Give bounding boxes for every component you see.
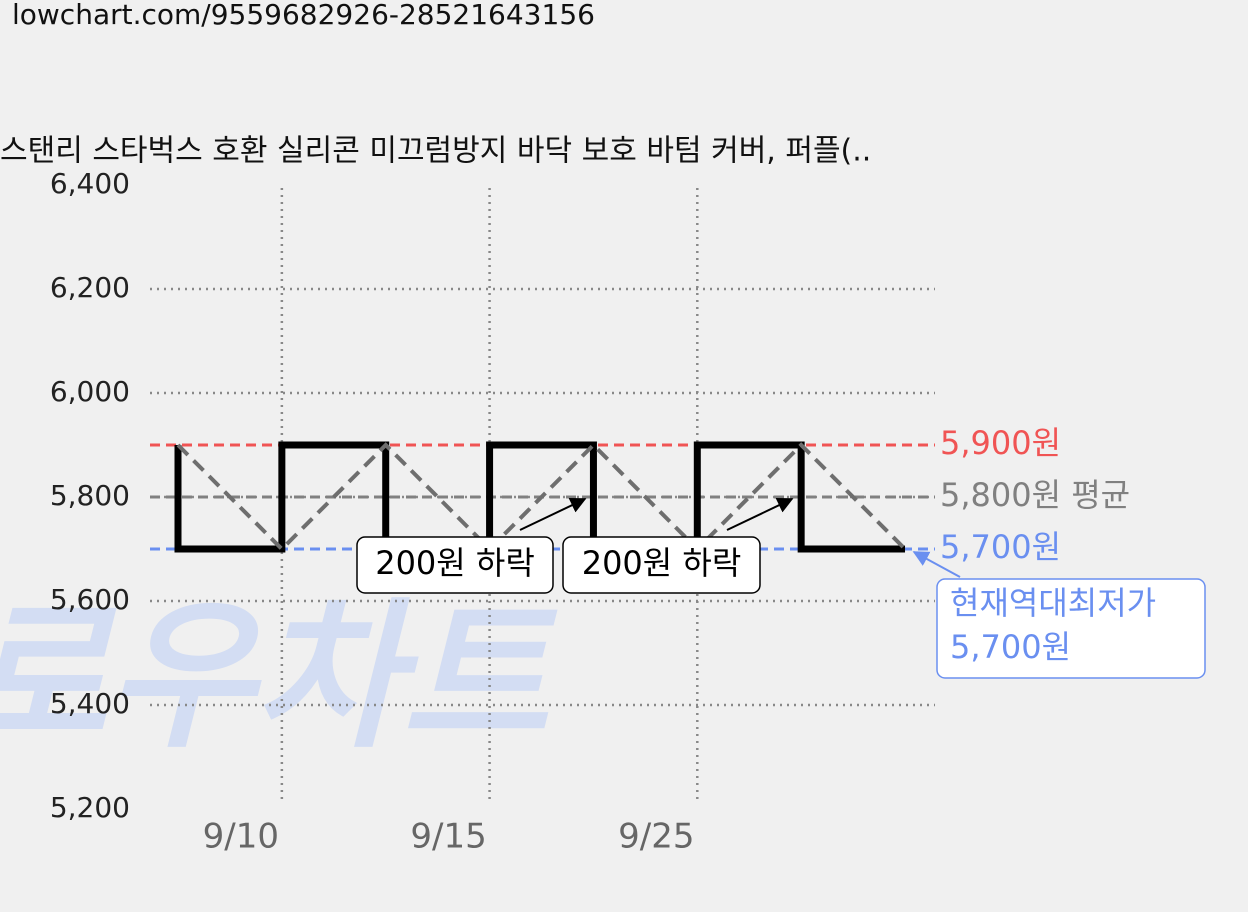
annotation-box — [562, 536, 761, 594]
x-tick-label: 9/10 — [203, 817, 279, 857]
y-tick-label: 6,000 — [50, 375, 130, 408]
x-tick-label: 9/15 — [410, 817, 486, 857]
low-note-box — [936, 578, 1206, 679]
y-tick-label: 6,200 — [50, 271, 130, 304]
x-tick-label: 9/25 — [618, 817, 694, 857]
low-note-text: 5,700원 — [950, 628, 1071, 666]
price-line — [174, 441, 906, 553]
reference-label: 5,800원 평균 — [940, 476, 1130, 514]
chart-title: 스탠리 스타벅스 호환 실리콘 미끄럼방지 바닥 보호 바텀 커버, 퍼플(.. — [0, 134, 871, 169]
annotation-arrow — [519, 497, 587, 531]
y-tick-label: 5,400 — [50, 687, 130, 720]
annotation-text: 200원 하락 — [582, 544, 742, 582]
url: lowchart.com/9559682926-28521643156 — [12, 0, 595, 31]
reference-label: 5,900원 — [940, 424, 1061, 462]
low-note-arrow — [912, 551, 961, 578]
y-tick-label: 6,400 — [50, 167, 130, 200]
reference-label: 5,700원 — [940, 528, 1061, 566]
annotation-arrow — [726, 497, 794, 531]
watermark: 로우차트 — [0, 583, 558, 770]
price-line — [176, 442, 907, 552]
y-tick-label: 5,800 — [50, 479, 130, 512]
annotation-box — [356, 536, 554, 594]
low-note-text: 현재역대최저가 — [950, 584, 1156, 622]
y-tick-label: 5,600 — [50, 583, 130, 616]
y-tick-label: 5,200 — [50, 791, 130, 824]
annotation-text: 200원 하락 — [375, 544, 535, 582]
